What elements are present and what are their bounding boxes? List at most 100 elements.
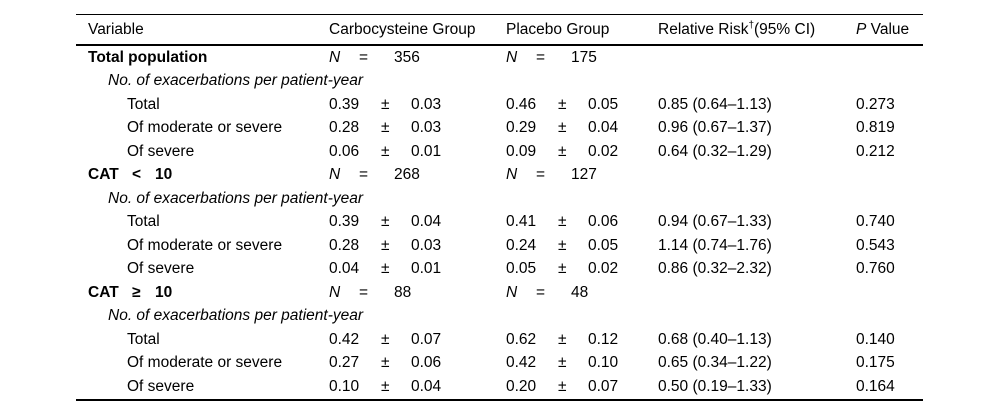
empty-cell <box>658 45 856 70</box>
p-value-cell: 0.175 <box>856 354 895 372</box>
mean-value: 0.46 <box>506 95 537 113</box>
mean-value: 0.39 <box>329 213 360 231</box>
mean-value: 0.06 <box>329 142 360 160</box>
cat-threshold: 10 <box>155 166 173 184</box>
mean-value: 0.24 <box>506 236 537 254</box>
subheader-row: No. of exacerbations per patient-year <box>76 305 923 329</box>
plus-minus-sign: ± <box>558 354 567 372</box>
p-value-word: Value <box>866 20 910 38</box>
row-label: Total <box>127 213 160 231</box>
plus-minus-sign: ± <box>381 95 390 113</box>
equals-sign: = <box>359 48 369 66</box>
row-label: Of severe <box>127 377 195 395</box>
relative-risk-cell: 0.86 (0.32–2.32) <box>658 260 772 278</box>
plus-minus-sign: ± <box>381 213 390 231</box>
error-value: 0.03 <box>411 95 442 113</box>
relative-risk-cell: 0.65 (0.34–1.22) <box>658 354 772 372</box>
mean-value: 0.42 <box>506 354 537 372</box>
mean-value: 0.62 <box>506 330 537 348</box>
dagger-footnote-marker: † <box>748 19 755 31</box>
mean-value: 0.09 <box>506 142 537 160</box>
results-table: Variable Carbocysteine Group Placebo Gro… <box>76 14 923 401</box>
relative-risk-cell: 0.94 (0.67–1.33) <box>658 213 772 231</box>
n-symbol: N <box>506 283 518 301</box>
data-row: Total 0.42 ±0.07 0.62 ±0.12 0.68 (0.40–1.1… <box>76 328 923 352</box>
carbocysteine-n-cell: N = 268 <box>329 164 506 188</box>
mean-value: 0.10 <box>329 377 360 395</box>
n-symbol: N <box>329 166 341 184</box>
plus-minus-sign: ± <box>381 354 390 372</box>
section-row-cat-lt-10: CAT <10 N = 268 N = 127 <box>76 164 923 188</box>
equals-sign: = <box>359 283 369 301</box>
mean-value: 0.39 <box>329 95 360 113</box>
placebo-value-cell: 0.42 ±0.10 <box>506 352 658 376</box>
p-value-cell: 0.140 <box>856 330 895 348</box>
row-label: Of severe <box>127 260 195 278</box>
relative-risk-cell: 0.68 (0.40–1.13) <box>658 330 772 348</box>
placebo-n-cell: N = 175 <box>506 45 658 70</box>
row-label: Of moderate or severe <box>127 119 283 137</box>
plus-minus-sign: ± <box>558 236 567 254</box>
p-value-cell: 0.164 <box>856 377 895 395</box>
carbocysteine-value-cell: 0.27 ±0.06 <box>329 352 506 376</box>
section-label: CAT ≥10 <box>76 281 329 305</box>
mean-value: 0.20 <box>506 377 537 395</box>
error-value: 0.10 <box>588 354 619 372</box>
error-value: 0.05 <box>588 236 619 254</box>
carbocysteine-n-value: 88 <box>394 283 412 301</box>
section-label: Total population <box>88 48 208 66</box>
data-row: Of moderate or severe 0.28 ±0.03 0.29 ±0.0… <box>76 117 923 141</box>
error-value: 0.06 <box>411 354 442 372</box>
carbocysteine-value-cell: 0.28 ±0.03 <box>329 234 506 258</box>
mean-value: 0.27 <box>329 354 360 372</box>
p-value-cell: 0.543 <box>856 236 895 254</box>
carbocysteine-value-cell: 0.42 ±0.07 <box>329 328 506 352</box>
placebo-value-cell: 0.05 ±0.02 <box>506 258 658 282</box>
greater-equal-sign: ≥ <box>132 283 141 301</box>
placebo-value-cell: 0.62 ±0.12 <box>506 328 658 352</box>
ci-label: (95% CI) <box>754 20 816 38</box>
mean-value: 0.41 <box>506 213 537 231</box>
mean-value: 0.28 <box>329 119 360 137</box>
placebo-value-cell: 0.29 ±0.04 <box>506 117 658 141</box>
row-label: Of moderate or severe <box>127 236 283 254</box>
carbocysteine-n-value: 356 <box>394 48 420 66</box>
p-value-cell: 0.740 <box>856 213 895 231</box>
plus-minus-sign: ± <box>381 330 390 348</box>
row-label: Of severe <box>127 142 195 160</box>
empty-cell <box>856 45 923 70</box>
plus-minus-sign: ± <box>381 236 390 254</box>
error-value: 0.05 <box>588 95 619 113</box>
plus-minus-sign: ± <box>558 213 567 231</box>
carbocysteine-value-cell: 0.28 ±0.03 <box>329 117 506 141</box>
placebo-value-cell: 0.24 ±0.05 <box>506 234 658 258</box>
p-value-cell: 0.760 <box>856 260 895 278</box>
row-label: Total <box>127 95 160 113</box>
placebo-value-cell: 0.09 ±0.02 <box>506 140 658 164</box>
relative-risk-cell: 0.64 (0.32–1.29) <box>658 142 772 160</box>
mean-value: 0.05 <box>506 260 537 278</box>
row-label: Total <box>127 330 160 348</box>
data-row: Total 0.39 ±0.03 0.46 ±0.05 0.85 (0.64–1.1… <box>76 93 923 117</box>
placebo-n-value: 48 <box>571 283 589 301</box>
carbocysteine-n-cell: N = 88 <box>329 281 506 305</box>
plus-minus-sign: ± <box>381 142 390 160</box>
carbocysteine-value-cell: 0.39 ±0.03 <box>329 93 506 117</box>
equals-sign: = <box>359 166 369 184</box>
column-header-p-value: P Value <box>856 14 923 46</box>
error-value: 0.12 <box>588 330 619 348</box>
empty-cell <box>658 164 856 188</box>
carbocysteine-n-value: 268 <box>394 166 420 184</box>
empty-cell <box>658 281 856 305</box>
subheader-label: No. of exacerbations per patient-year <box>108 307 364 325</box>
placebo-n-cell: N = 48 <box>506 281 658 305</box>
n-symbol: N <box>506 48 518 66</box>
data-row: Of severe 0.10 ±0.04 0.20 ±0.07 0.50 (0.19… <box>76 375 923 400</box>
error-value: 0.04 <box>588 119 619 137</box>
placebo-value-cell: 0.20 ±0.07 <box>506 375 658 400</box>
section-row-total-population: Total population N = 356 N = 175 <box>76 45 923 70</box>
subheader-label: No. of exacerbations per patient-year <box>108 72 364 90</box>
error-value: 0.01 <box>411 260 442 278</box>
header-row: Variable Carbocysteine Group Placebo Gro… <box>76 14 923 46</box>
plus-minus-sign: ± <box>558 142 567 160</box>
